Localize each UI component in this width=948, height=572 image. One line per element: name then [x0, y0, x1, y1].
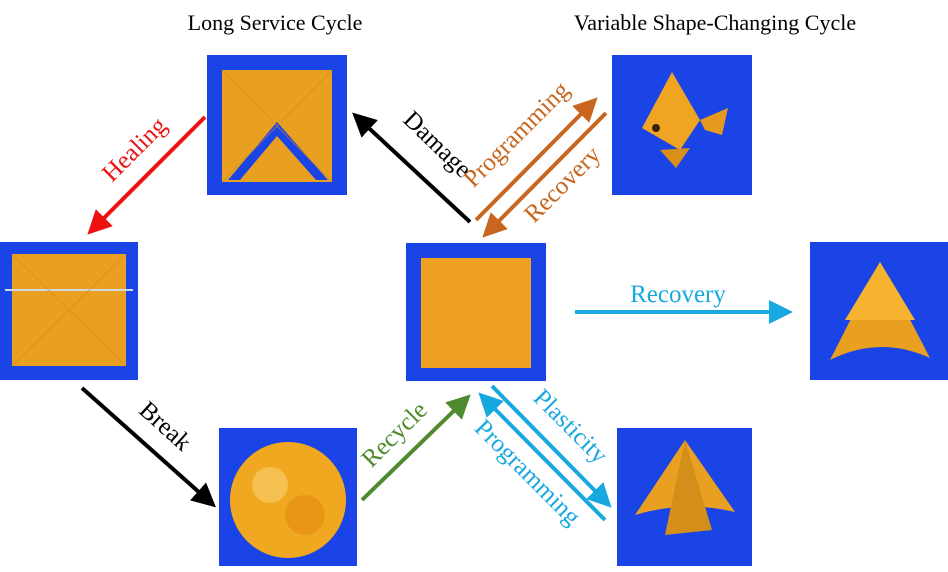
photo-pyramid-programmed: [617, 428, 752, 566]
recycle-arrow: [360, 394, 471, 502]
damage-arrow: [352, 112, 472, 224]
programming-arrow-bottom: [478, 392, 607, 522]
healing-label: Healing: [97, 112, 172, 187]
photo-pyramid-recovered: [810, 242, 948, 380]
healing-arrow: [87, 115, 207, 235]
photo-broken-pieces: [219, 428, 357, 566]
photo-damaged-film: [207, 55, 347, 195]
title-variable-shape-changing-cycle: Variable Shape-Changing Cycle: [574, 10, 856, 35]
break-arrow: [80, 386, 216, 508]
title-long-service-cycle: Long Service Cycle: [188, 10, 363, 35]
photo-original-film: [406, 243, 546, 381]
recovery-arrow-top: [482, 111, 608, 238]
photo-healed-film: [0, 242, 138, 380]
recycle-label: Recycle: [357, 397, 433, 473]
plasticity-arrow: [490, 384, 612, 508]
photo-fish-shape: [612, 55, 752, 195]
recovery-label-right: Recovery: [630, 281, 726, 308]
programming-arrow-top: [474, 97, 598, 222]
break-label: Break: [134, 396, 197, 456]
